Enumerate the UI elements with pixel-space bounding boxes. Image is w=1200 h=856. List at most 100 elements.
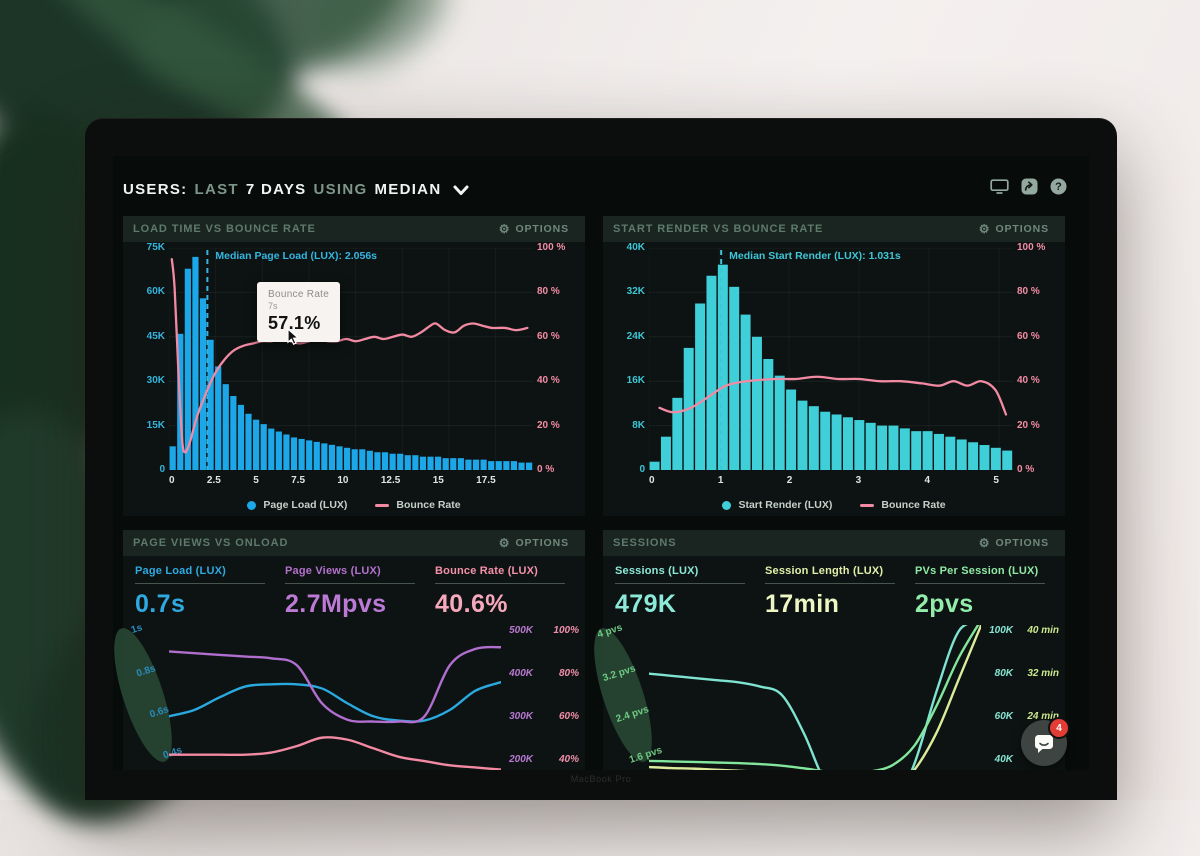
axis-tick: 80% <box>558 668 579 679</box>
axis-tick: 0 <box>639 463 645 475</box>
y-axis-right: 100K 40 min 80K 32 min 60K 24 min 40K <box>983 625 1059 765</box>
title-segment: 7 DAYS <box>245 180 307 198</box>
panel-sessions: SESSIONS ⚙ OPTIONS Sessions (LUX) 479K Sess… <box>582 530 1065 770</box>
axis-tick: 80 % <box>1017 286 1040 298</box>
svg-text:?: ? <box>1055 181 1062 193</box>
axis-tick: 3 <box>855 475 862 486</box>
y-axis-left: 75K 60K 45K 30K 15K 0 <box>125 242 165 476</box>
axis-tick: 40 min <box>1027 625 1059 636</box>
axis-tick: 17.5 <box>476 475 496 486</box>
options-button[interactable]: ⚙ OPTIONS <box>973 222 1055 236</box>
axis-tick: 30K <box>146 375 165 387</box>
metric-value: 17min <box>765 590 840 618</box>
axis-tick: 20 % <box>537 419 560 431</box>
metric-value: 0.7s <box>135 590 186 618</box>
chat-badge: 4 <box>1048 717 1070 739</box>
chat-bubble-icon <box>1035 735 1053 753</box>
axis-tick: 45K <box>146 330 165 342</box>
metric: Page Load (LUX) 0.7s <box>135 565 285 619</box>
cursor-icon <box>287 328 300 345</box>
axis-tick: 80 % <box>537 286 560 298</box>
metric: Sessions (LUX) 479K <box>615 565 765 619</box>
options-label: OPTIONS <box>995 223 1049 235</box>
axis-tick: 4 <box>924 475 931 486</box>
panel-load-time: LOAD TIME VS BOUNCE RATE ⚙ OPTIONS 75K 60K… <box>123 216 585 516</box>
display-icon[interactable] <box>990 179 1009 194</box>
axis-tick-pair: 500K 100% <box>503 625 579 636</box>
axis-tick-pair: 60K 24 min <box>983 711 1059 722</box>
axis-tick: 24 min <box>1027 711 1059 722</box>
axis-tick: 60K <box>994 711 1013 722</box>
chat-button[interactable]: 4 <box>1021 717 1070 766</box>
options-label: OPTIONS <box>515 537 569 549</box>
axis-tick: 40K <box>994 754 1013 765</box>
gear-icon: ⚙ <box>978 536 991 550</box>
options-button[interactable]: ⚙ OPTIONS <box>973 536 1055 550</box>
axis-tick: 16K <box>626 375 645 387</box>
legend-marker <box>375 503 390 507</box>
axis-tick: 100% <box>553 625 579 636</box>
axis-tick: 5 <box>253 475 259 486</box>
axis-tick: 0.6s <box>148 704 171 721</box>
legend-label: Bounce Rate <box>396 499 461 511</box>
axis-tick: 100 % <box>537 242 566 253</box>
median-annotation: Median Page Load (LUX): 2.056s <box>215 250 377 262</box>
axis-tick: 60% <box>558 711 579 722</box>
legend-item: Bounce Rate <box>375 499 461 511</box>
chevron-down-icon[interactable] <box>453 185 469 196</box>
axis-tick: 40 % <box>1017 375 1040 387</box>
histogram-plot[interactable] <box>169 248 533 470</box>
tooltip-title: Bounce Rate <box>268 289 330 300</box>
x-axis: 0 2.5 5 7.5 10 12.5 15 17.5 <box>169 475 496 486</box>
panel-grid: LOAD TIME VS BOUNCE RATE ⚙ OPTIONS 75K 60K… <box>113 216 1089 770</box>
histogram-plot[interactable] <box>649 248 1013 470</box>
metric-value: 40.6% <box>435 590 508 618</box>
options-button[interactable]: ⚙ OPTIONS <box>493 536 575 550</box>
legend-label: Start Render (LUX) <box>738 499 833 511</box>
axis-tick: 500K <box>509 625 533 636</box>
axis-tick: 15K <box>146 419 165 431</box>
axis-tick: 15 <box>432 475 444 486</box>
metric-label: Page Load (LUX) <box>135 565 265 584</box>
chart-start-render: 40K 32K 24K 16K 8K 0 100 % 80 % 60 % 40 % 20 % 0 %… <box>603 242 1065 516</box>
median-annotation: Median Start Render (LUX): 1.031s <box>729 250 901 262</box>
legend-marker <box>722 500 732 510</box>
axis-tick: 80K <box>994 668 1013 679</box>
plant-leaf <box>285 0 465 91</box>
panel-header: PAGE VIEWS VS ONLOAD ⚙ OPTIONS <box>123 530 585 556</box>
axis-tick: 32K <box>626 286 645 298</box>
axis-tick-pair: 400K 80% <box>503 668 579 679</box>
metric-label: Sessions (LUX) <box>615 565 745 584</box>
metrics-row: Sessions (LUX) 479K Session Length (LUX) 17… <box>603 556 1065 621</box>
options-button[interactable]: ⚙ OPTIONS <box>493 222 575 236</box>
gear-icon: ⚙ <box>978 222 991 236</box>
axis-tick-pair: 200K 40% <box>503 754 579 765</box>
axis-tick-pair: 80K 32 min <box>983 668 1059 679</box>
line-plot[interactable] <box>169 625 501 770</box>
y-axis-right: 100 % 80 % 60 % 40 % 20 % 0 % <box>1013 242 1065 476</box>
line-plot[interactable] <box>649 625 981 770</box>
axis-tick: 300K <box>509 711 533 722</box>
legend-item: Bounce Rate <box>860 499 946 511</box>
axis-tick: 0 % <box>537 463 555 475</box>
metric-label: Page Views (LUX) <box>285 565 415 584</box>
legend-item: Page Load (LUX) <box>247 499 347 511</box>
axis-tick: 40K <box>626 242 645 253</box>
share-icon[interactable] <box>1021 178 1038 195</box>
title-segment: USING <box>313 180 368 198</box>
title-segment: USERS: <box>123 180 188 198</box>
y-axis-right: 100 % 80 % 60 % 40 % 20 % 0 % <box>533 242 585 476</box>
axis-tick: 2.4 pvs <box>614 704 651 725</box>
axis-tick: 20 % <box>1017 419 1040 431</box>
tooltip-sub: 7s <box>268 301 278 311</box>
axis-tick: 100 % <box>1017 242 1046 253</box>
axis-tick: 8K <box>632 419 645 431</box>
panel-header: LOAD TIME VS BOUNCE RATE ⚙ OPTIONS <box>123 216 585 242</box>
legend: Page Load (LUX) Bounce Rate <box>123 499 585 511</box>
metric-value: 2.7Mpvs <box>285 590 387 618</box>
help-icon[interactable]: ? <box>1050 178 1067 195</box>
legend-marker <box>247 500 257 510</box>
y-axis-left: 40K 32K 24K 16K 8K 0 <box>605 242 645 476</box>
metric: PVs Per Session (LUX) 2pvs <box>915 565 1065 619</box>
axis-tick: 0 % <box>1017 463 1035 475</box>
